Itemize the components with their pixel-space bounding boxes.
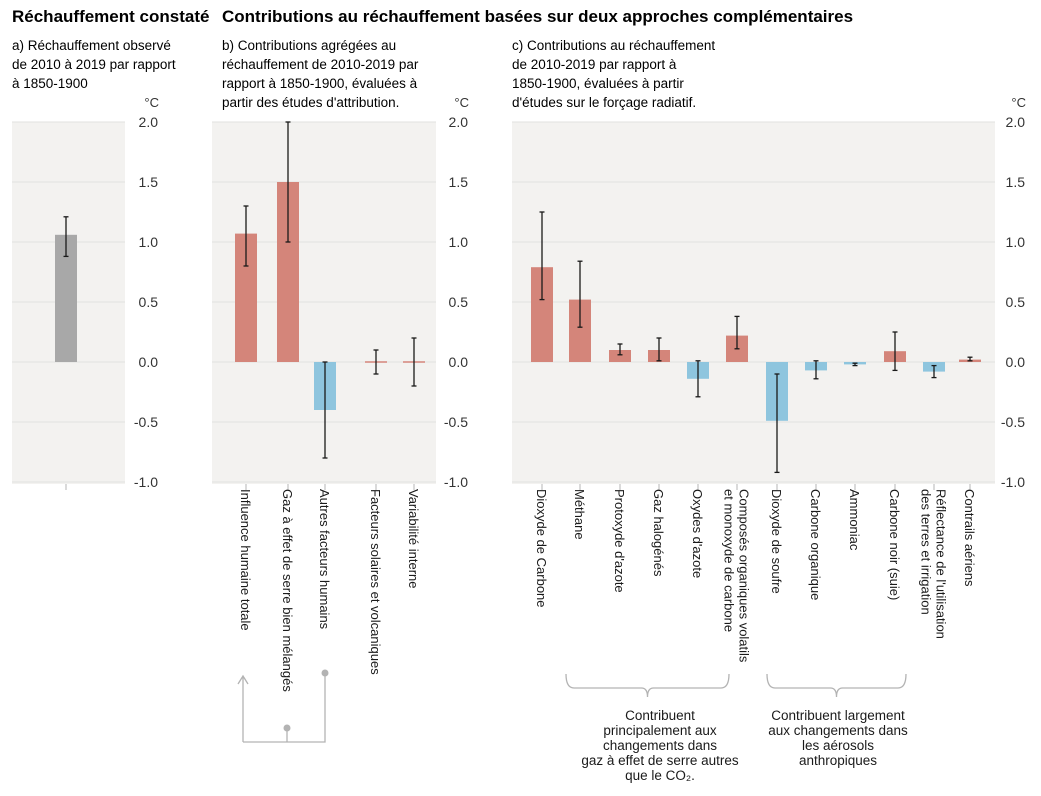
panel-b-subtitle-line: b) Contributions agrégées au <box>222 38 396 53</box>
bar-c-0 <box>531 267 553 362</box>
category-labels: Influence humaine totale Gaz à effet de s… <box>238 489 977 692</box>
panel-c-tick-label: 2.0 <box>1006 114 1026 130</box>
panel-b-subtitle-line: rapport à 1850-1900, évaluées à <box>222 76 418 91</box>
bar-b-0 <box>235 233 257 362</box>
panel-b-tick-label: 0.0 <box>449 354 469 370</box>
group-label-1: anthropiques <box>799 753 877 768</box>
panel-a-tick-label: -1.0 <box>134 474 158 490</box>
category-label-c-10: des terres et irrigation <box>919 489 934 615</box>
panel-a-tick-label: -0.5 <box>134 414 158 430</box>
panel-c-subtitle-line: de 2010-2019 par rapport à <box>512 57 677 72</box>
panel-c-tick-label: 1.5 <box>1006 174 1026 190</box>
panel-b-tick-label: -1.0 <box>444 474 468 490</box>
panel-b-tick-label: 1.5 <box>449 174 469 190</box>
category-label-c-3: Gaz halogénés <box>651 489 666 577</box>
group-label-1: les aérosols <box>802 738 874 753</box>
category-label-c-5: Composés organiques volatils <box>737 489 752 663</box>
category-label-c-5: et monoxyde de carbone <box>722 489 737 632</box>
panel-a-tick-label: 2.0 <box>139 114 159 130</box>
panel-a-tick-label: 1.5 <box>139 174 159 190</box>
panel-b-unit-label: °C <box>454 95 469 110</box>
connector-dot <box>283 724 291 732</box>
category-label-c-2: Protoxyde d'azote <box>612 489 627 593</box>
category-label-c-0: Dioxyde de Carbone <box>534 489 549 608</box>
panel-b-tick-label: -0.5 <box>444 414 468 430</box>
category-label-c-7: Carbone organique <box>808 489 823 600</box>
panel-c-tick-label: 0.5 <box>1006 294 1026 310</box>
panel-a-subtitle-line: de 2010 à 2019 par rapport <box>12 57 176 72</box>
category-label-c-4: Oxydes d'azote <box>690 489 705 578</box>
category-label-b-3: Facteurs solaires et volcaniques <box>368 489 383 675</box>
panel-c-subtitle-line: c) Contributions au réchauffement <box>512 38 715 53</box>
panel-b-tick-label: 1.0 <box>449 234 469 250</box>
sum-connector <box>243 676 326 743</box>
panel-c-tick-label: -1.0 <box>1001 474 1025 490</box>
group-label-1: Contribuent largement <box>771 708 905 723</box>
category-label-b-2: Autres facteurs humains <box>317 489 332 630</box>
panel-a-unit-label: °C <box>144 95 159 110</box>
axis-ticks: °C 2.0 1.5 1.0 0.5 0.0 -0.5 -1.0 °C 2.0 1.5 1.0 0.5 0… <box>134 95 1026 490</box>
bars <box>55 121 981 474</box>
panel-c-tick-label: 1.0 <box>1006 234 1026 250</box>
panel-a-tick-label: 0.5 <box>139 294 159 310</box>
panel-a-tick-label: 1.0 <box>139 234 159 250</box>
panel-c-unit-label: °C <box>1011 95 1026 110</box>
title-right: Contributions au réchauffement basées su… <box>222 7 853 26</box>
panel-c-subtitle-line: d'études sur le forçage radiatif. <box>512 95 696 110</box>
category-label-b-1: Gaz à effet de serre bien mélangés <box>280 489 295 692</box>
panel-a-subtitle-line: à 1850-1900 <box>12 76 88 91</box>
group-label-0: que le CO₂. <box>625 768 695 783</box>
panel-c-tick-label: 0.0 <box>1006 354 1026 370</box>
panel-b-tick-label: 0.5 <box>449 294 469 310</box>
bar-a-0 <box>55 234 77 362</box>
category-label-c-11: Contrails aériens <box>962 489 977 587</box>
group-bracket-1 <box>766 673 907 698</box>
category-label-c-9: Carbone noir (suie) <box>887 489 902 600</box>
category-label-c-8: Ammoniac <box>847 489 862 551</box>
group-bracket-0 <box>565 673 730 698</box>
category-label-c-6: Dioxyde de soufre <box>769 489 784 594</box>
panel-c-tick-label: -0.5 <box>1001 414 1025 430</box>
panel-b-subtitle-line: partir des études d'attribution. <box>222 95 399 110</box>
panel-a-subtitle-line: a) Réchauffement observé <box>12 38 171 53</box>
title-left: Réchauffement constaté <box>12 7 209 26</box>
bar-b-1 <box>277 182 299 362</box>
group-label-0: principalement aux <box>603 723 717 738</box>
category-label-c-1: Méthane <box>572 489 587 540</box>
category-label-b-0: Influence humaine totale <box>238 489 253 631</box>
panel-c-subtitle-line: 1850-1900, évaluées à partir <box>512 76 684 91</box>
panel-subtitles: a) Réchauffement observé de 2010 à 2019 p… <box>12 38 715 110</box>
bar-c-1 <box>569 299 591 362</box>
bar-c-2 <box>609 350 631 362</box>
connector-dot <box>321 669 329 677</box>
group-label-0: changements dans <box>603 738 717 753</box>
category-label-c-10: Réflectance de l'utilisation <box>934 489 949 639</box>
group-label-1: aux changements dans <box>768 723 908 738</box>
panel-backgrounds <box>12 121 995 490</box>
group-label-0: Contribuent <box>625 708 695 723</box>
panel-b-subtitle-line: réchauffement de 2010-2019 par <box>222 57 419 72</box>
category-label-b-4: Variabilité interne <box>406 489 421 588</box>
group-label-0: gaz à effet de serre autres <box>581 753 739 768</box>
panel-a-tick-label: 0.0 <box>139 354 159 370</box>
arrow-to-total <box>237 674 249 742</box>
panel-b-tick-label: 2.0 <box>449 114 469 130</box>
